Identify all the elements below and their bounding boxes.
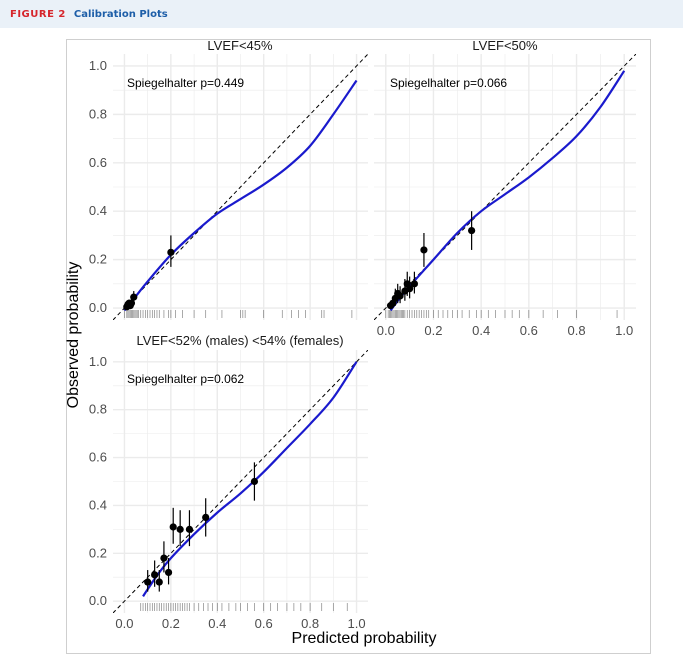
figure-title: Calibration Plots <box>73 8 168 20</box>
reference-diagonal <box>113 350 368 613</box>
panel-title: LVEF<50% <box>472 38 538 53</box>
calibration-curve <box>142 361 358 597</box>
spiegelhalter-annotation: Spiegelhalter p=0.062 <box>127 372 244 386</box>
data-point <box>406 285 414 293</box>
data-point <box>155 578 163 586</box>
x-axis-label: Predicted probability <box>292 630 437 647</box>
data-point <box>468 226 476 235</box>
reference-diagonal <box>374 54 636 320</box>
spiegelhalter-annotation: Spiegelhalter p=0.066 <box>390 76 507 90</box>
figure-frame <box>66 39 651 654</box>
y-tick-label: 0.2 <box>89 252 107 267</box>
y-tick-label: 1.0 <box>89 354 107 369</box>
y-tick-label: 0.6 <box>89 155 107 170</box>
y-tick-label: 0.4 <box>89 203 107 218</box>
calibration-panels: 0.0 0.2 0.4 0.6 0.8 1.0 LVEF<45% Spiegelhalter … <box>89 38 636 631</box>
x-tick-label: 1.0 <box>347 616 365 631</box>
data-point <box>176 525 184 533</box>
figure-header: FIGURE 2 Calibration Plots <box>0 0 683 28</box>
y-tick-label: 0.0 <box>89 300 107 315</box>
x-tick-label: 0.2 <box>424 323 442 338</box>
panel-1: 0.0 0.2 0.4 0.6 0.8 1.0 LVEF<45% Spiegelhalter … <box>89 38 368 320</box>
data-point <box>250 477 259 486</box>
y-tick-label: 0.0 <box>89 593 107 608</box>
data-point <box>185 525 194 533</box>
data-point <box>167 248 175 256</box>
x-tick-label: 0.6 <box>255 616 273 631</box>
y-axis-label: Observed probability <box>65 262 82 409</box>
x-tick-label: 0.6 <box>520 323 538 338</box>
y-tick-label: 0.2 <box>89 545 107 560</box>
data-point <box>420 246 428 254</box>
data-point <box>130 293 138 301</box>
panel-plot-area <box>113 54 368 320</box>
y-tick-label: 1.0 <box>89 58 107 73</box>
x-tick-label: 0.0 <box>115 616 133 631</box>
calibration-curve <box>123 79 358 312</box>
data-point <box>160 554 168 562</box>
data-point <box>169 523 177 531</box>
panel-plot-area <box>113 350 368 613</box>
data-point <box>202 513 210 521</box>
panel-2: 0.0 0.2 0.4 0.6 0.8 1.0 LVEF<50% Spiegelhalter … <box>374 38 636 338</box>
x-tick-label: 0.4 <box>208 616 226 631</box>
data-point <box>144 578 152 586</box>
x-tick-label: 0.0 <box>377 323 395 338</box>
panel-title: LVEF<52% (males) <54% (females) <box>136 333 343 348</box>
panel-3: 0.0 0.2 0.4 0.6 0.8 1.0 0.0 0.2 0.4 0.6 0.8 1.0 LVEF… <box>89 333 368 631</box>
data-point <box>151 571 159 579</box>
y-tick-label: 0.8 <box>89 402 107 417</box>
x-tick-label: 0.8 <box>567 323 585 338</box>
y-tick-label: 0.6 <box>89 450 107 465</box>
x-tick-label: 0.2 <box>162 616 180 631</box>
data-point <box>396 292 404 300</box>
panel-title: LVEF<45% <box>207 38 273 53</box>
data-point <box>164 568 173 577</box>
y-tick-label: 0.4 <box>89 497 107 512</box>
figure-label: FIGURE 2 <box>10 8 66 20</box>
panel-plot-area <box>374 54 636 320</box>
x-tick-label: 1.0 <box>615 323 633 338</box>
spiegelhalter-annotation: Spiegelhalter p=0.449 <box>127 76 244 90</box>
reference-diagonal <box>113 54 368 320</box>
x-tick-label: 0.4 <box>472 323 490 338</box>
data-point <box>410 280 419 288</box>
x-tick-label: 0.8 <box>301 616 319 631</box>
y-tick-label: 0.8 <box>89 106 107 121</box>
